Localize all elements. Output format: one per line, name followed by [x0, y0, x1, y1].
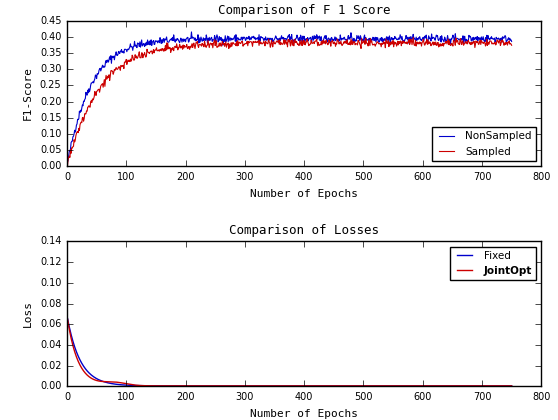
JointOpt: [263, 383, 270, 389]
Y-axis label: F1-Score: F1-Score: [23, 66, 33, 121]
JointOpt: [347, 383, 354, 389]
Legend: NonSampled, Sampled: NonSampled, Sampled: [432, 127, 536, 161]
Sampled: [149, 51, 156, 56]
Sampled: [263, 40, 270, 45]
Y-axis label: Loss: Loss: [23, 300, 33, 328]
Sampled: [347, 42, 354, 47]
Line: Sampled: Sampled: [68, 37, 512, 165]
NonSampled: [212, 36, 219, 41]
Title: Comparison of F 1 Score: Comparison of F 1 Score: [218, 4, 391, 17]
NonSampled: [149, 39, 156, 45]
Fixed: [347, 383, 354, 389]
NonSampled: [188, 29, 195, 34]
NonSampled: [416, 34, 423, 39]
Fixed: [64, 316, 71, 321]
JointOpt: [416, 383, 422, 389]
Legend: Fixed, JointOpt: Fixed, JointOpt: [450, 247, 536, 280]
JointOpt: [324, 383, 330, 389]
Line: JointOpt: JointOpt: [68, 319, 512, 386]
NonSampled: [325, 36, 331, 41]
Fixed: [263, 383, 270, 389]
Fixed: [416, 383, 422, 389]
JointOpt: [497, 383, 504, 389]
Sampled: [410, 35, 416, 40]
Sampled: [508, 43, 515, 48]
Sampled: [211, 37, 218, 42]
NonSampled: [348, 30, 354, 35]
Fixed: [508, 383, 515, 389]
Title: Comparison of Losses: Comparison of Losses: [229, 224, 379, 237]
Line: NonSampled: NonSampled: [68, 32, 512, 162]
X-axis label: Number of Epochs: Number of Epochs: [250, 189, 358, 199]
JointOpt: [508, 383, 515, 389]
Fixed: [324, 383, 330, 389]
Fixed: [211, 383, 218, 389]
JointOpt: [149, 383, 156, 389]
Sampled: [64, 163, 71, 168]
JointOpt: [64, 317, 71, 322]
Sampled: [416, 39, 423, 45]
NonSampled: [64, 159, 71, 164]
JointOpt: [211, 383, 218, 389]
Fixed: [149, 383, 156, 389]
NonSampled: [263, 38, 270, 43]
Line: Fixed: Fixed: [68, 319, 512, 386]
NonSampled: [508, 39, 515, 44]
X-axis label: Number of Epochs: Number of Epochs: [250, 409, 358, 419]
Sampled: [324, 41, 330, 46]
